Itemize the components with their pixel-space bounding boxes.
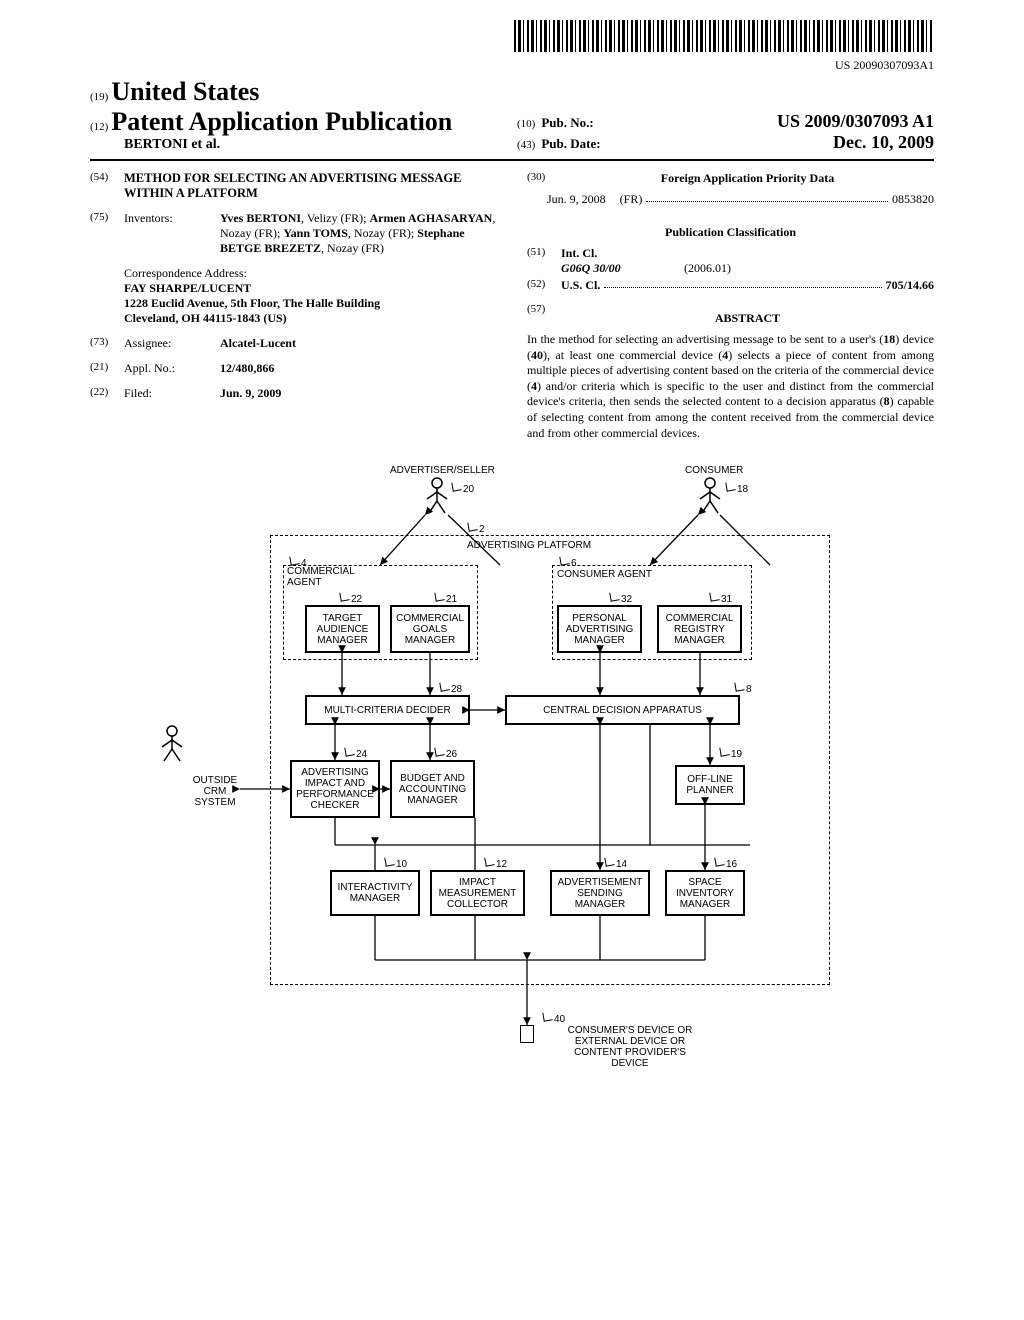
foreign-date: Jun. 9, 2008 — [547, 192, 606, 207]
uscl-code: (52) — [527, 278, 561, 293]
pubdate-label: Pub. Date: — [541, 136, 600, 152]
foreign-country: (FR) — [620, 192, 643, 207]
inventors: Yves BERTONI, Velizy (FR); Armen AGHASAR… — [220, 211, 497, 256]
pubno-value: US 2009/0307093 A1 — [777, 111, 934, 132]
uscl-label: U.S. Cl. — [561, 278, 600, 293]
assignee-label: Assignee: — [124, 336, 220, 351]
barcode-region: US 20090307093A1 — [90, 20, 934, 73]
country: United States — [111, 77, 259, 106]
barcode-text: US 20090307093A1 — [90, 58, 934, 73]
corr-3: Cleveland, OH 44115-1843 (US) — [124, 311, 497, 326]
code-12: (12) — [90, 121, 108, 133]
code-19: (19) — [90, 91, 108, 103]
inventor-line: BERTONI et al. — [90, 137, 507, 153]
appl-code: (21) — [90, 361, 124, 376]
assignee-code: (73) — [90, 336, 124, 351]
appl-label: Appl. No.: — [124, 361, 220, 376]
filed-code: (22) — [90, 386, 124, 401]
uscl-val: 705/14.66 — [886, 278, 934, 293]
pubclass-head: Publication Classification — [527, 225, 934, 240]
pubno-label: Pub. No.: — [541, 115, 593, 131]
corr-1: FAY SHARPE/LUCENT — [124, 281, 497, 296]
corr-2: 1228 Euclid Avenue, 5th Floor, The Halle… — [124, 296, 497, 311]
right-col: (30) Foreign Application Priority Data J… — [527, 171, 934, 441]
foreign-code: (30) — [527, 171, 561, 186]
inv-label: Inventors: — [124, 211, 220, 256]
abs-code: (57) — [527, 303, 561, 330]
filed-label: Filed: — [124, 386, 220, 401]
title: METHOD FOR SELECTING AN ADVERTISING MESS… — [124, 171, 497, 201]
code-10: (10) — [517, 118, 535, 130]
header-rule — [90, 159, 934, 161]
figure: ADVERTISER/SELLER 20 CONSUMER 18 2 ADVER… — [90, 465, 934, 1105]
dotted-leader-2 — [604, 278, 881, 288]
inv-code: (75) — [90, 211, 124, 256]
barcode-graphic — [514, 20, 934, 52]
intcl-class: G06Q 30/00 — [561, 261, 681, 276]
pubdate-value: Dec. 10, 2009 — [833, 132, 934, 153]
figure-wires — [90, 465, 934, 1105]
doc-type: Patent Application Publication — [111, 107, 452, 136]
intcl-date: (2006.01) — [684, 261, 731, 275]
code-43: (43) — [517, 139, 535, 151]
filed: Jun. 9, 2009 — [220, 386, 497, 401]
title-code: (54) — [90, 171, 124, 201]
foreign-num: 0853820 — [892, 192, 934, 207]
left-col: (54) METHOD FOR SELECTING AN ADVERTISING… — [90, 171, 497, 441]
biblio: (54) METHOD FOR SELECTING AN ADVERTISING… — [90, 171, 934, 441]
intcl-code: (51) — [527, 246, 561, 276]
appl-no: 12/480,866 — [220, 361, 497, 376]
intcl-label: Int. Cl. — [561, 246, 597, 260]
corr-label: Correspondence Address: — [124, 266, 497, 281]
dotted-leader — [646, 192, 888, 202]
foreign-head: Foreign Application Priority Data — [561, 171, 934, 186]
header: (19) United States (12) Patent Applicati… — [90, 77, 934, 153]
abs-head: ABSTRACT — [561, 311, 934, 326]
abstract-text: In the method for selecting an advertisi… — [527, 332, 934, 441]
assignee: Alcatel-Lucent — [220, 336, 497, 351]
